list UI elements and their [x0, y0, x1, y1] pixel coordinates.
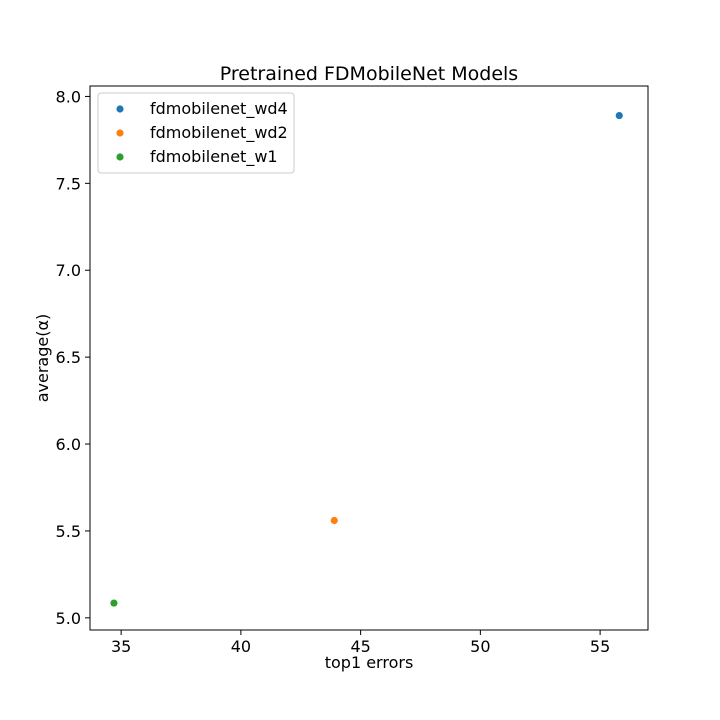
y-tick-label: 8.0 — [56, 87, 81, 106]
y-tick-label: 7.0 — [56, 261, 81, 280]
plot-area — [89, 85, 649, 631]
x-axis-label: top1 errors — [325, 653, 414, 672]
data-point-fdmobilenet-wd4 — [615, 111, 623, 120]
x-tick-label: 45 — [350, 637, 370, 656]
legend-label-fdmobilenet-wd4: fdmobilenet_wd4 — [150, 99, 288, 119]
x-tick-label: 50 — [470, 637, 490, 656]
y-tick-label: 5.5 — [56, 522, 81, 541]
y-axis-label: average(α) — [33, 314, 52, 403]
legend-label-fdmobilenet-wd2: fdmobilenet_wd2 — [150, 123, 288, 143]
y-axis: 5.0 5.5 6.0 6.5 7.0 7.5 8.0 — [56, 87, 90, 628]
legend-box — [97, 92, 295, 174]
chart-title: Pretrained FDMobileNet Models — [220, 63, 518, 85]
legend-marker-fdmobilenet-w1 — [116, 153, 124, 161]
data-point-fdmobilenet-wd2 — [330, 516, 338, 525]
data-point-fdmobilenet-w1 — [110, 599, 118, 607]
x-tick-label: 35 — [111, 637, 131, 656]
y-tick-label: 6.0 — [56, 435, 81, 454]
legend-marker-fdmobilenet-wd4 — [116, 105, 124, 113]
legend-marker-fdmobilenet-wd2 — [116, 129, 124, 137]
x-tick-label: 55 — [590, 637, 610, 656]
x-axis: 35 40 45 50 55 — [111, 630, 610, 656]
y-tick-label: 5.0 — [56, 609, 81, 628]
legend-label-fdmobilenet-w1: fdmobilenet_w1 — [150, 147, 278, 167]
x-tick-label: 40 — [231, 637, 251, 656]
data-points — [110, 111, 623, 607]
y-tick-label: 6.5 — [56, 348, 81, 367]
legend: fdmobilenet_wd4 fdmobilenet_wd2 fdmobile… — [97, 92, 295, 174]
y-tick-label: 7.5 — [56, 174, 81, 193]
